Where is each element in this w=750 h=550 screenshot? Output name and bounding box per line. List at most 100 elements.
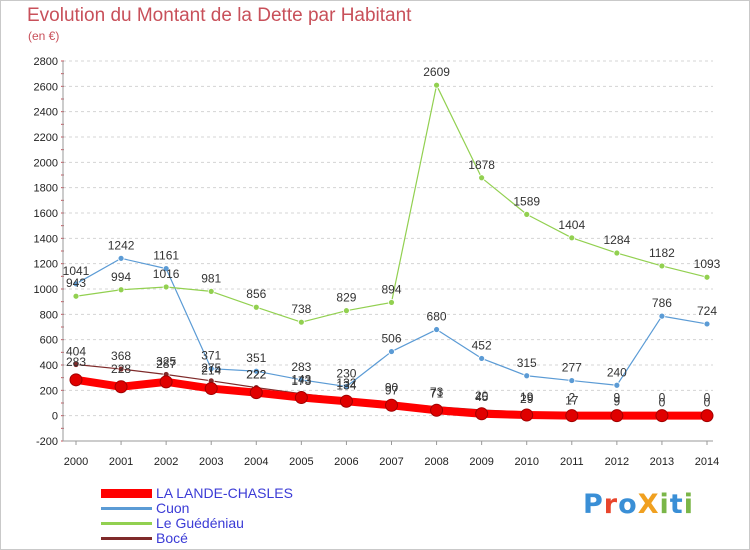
- data-label: 0: [704, 391, 711, 405]
- series-point-0: [339, 394, 353, 408]
- data-label: 90: [385, 380, 399, 394]
- series-point-2: [343, 307, 350, 315]
- data-label: 287: [156, 357, 176, 371]
- legend-swatch: [101, 537, 152, 540]
- legend-swatch: [101, 507, 152, 510]
- data-label: 738: [291, 302, 311, 316]
- legend-label: Le Guédéniau: [156, 515, 244, 531]
- series-point-2: [703, 273, 711, 281]
- y-tick-label: -200: [36, 436, 58, 448]
- series-point-2: [433, 81, 440, 89]
- x-tick-label: 2006: [334, 456, 358, 468]
- series-point-2: [252, 303, 260, 311]
- data-label: 351: [246, 351, 266, 365]
- y-tick-label: 1800: [34, 183, 58, 195]
- data-label: 97: [385, 383, 399, 397]
- series-point-2: [162, 283, 170, 291]
- data-label: 1161: [153, 249, 179, 263]
- series-point-1: [297, 376, 305, 384]
- data-label: 371: [201, 349, 221, 363]
- y-tick-label: 2200: [34, 132, 58, 144]
- y-tick-label: 2000: [34, 157, 58, 169]
- data-label: 1016: [153, 267, 180, 281]
- x-tick-label: 2008: [424, 456, 448, 468]
- series-point-0: [565, 409, 579, 423]
- logo-letter: P: [583, 489, 604, 520]
- data-label: 1284: [604, 233, 631, 247]
- logo-letter: i: [683, 489, 694, 520]
- series-point-1: [252, 367, 260, 375]
- data-label: 856: [246, 287, 266, 301]
- data-label: 2609: [423, 65, 450, 79]
- series-point-0: [204, 382, 218, 396]
- data-label: 325: [156, 355, 176, 369]
- data-label: 230: [336, 367, 356, 381]
- data-label: 29: [520, 392, 534, 406]
- data-label: 228: [111, 362, 131, 376]
- series-point-2: [297, 318, 305, 326]
- data-label: 452: [472, 338, 492, 352]
- data-label: 9: [614, 395, 621, 409]
- series-point-1: [433, 326, 440, 333]
- series-point-1: [613, 381, 621, 389]
- series-point-2: [388, 299, 395, 306]
- series-point-1: [523, 372, 531, 380]
- series-point-0: [294, 391, 308, 405]
- data-label: 724: [697, 304, 717, 318]
- chart-title: Evolution du Montant de la Dette par Hab…: [27, 5, 412, 26]
- series-point-0: [430, 403, 444, 417]
- legend-swatch: [101, 522, 152, 525]
- x-tick-label: 2014: [695, 456, 719, 468]
- proxiti-logo: ProXiti: [583, 489, 694, 520]
- y-tick-label: 1000: [34, 284, 58, 296]
- series-point-2: [523, 210, 531, 218]
- legend-swatch: [101, 489, 152, 498]
- series-point-1: [568, 377, 576, 384]
- data-label: 0: [704, 396, 711, 410]
- data-label: 2: [568, 391, 575, 405]
- data-label: 368: [111, 349, 131, 363]
- data-label: 506: [381, 332, 401, 346]
- data-label: 1041: [63, 264, 90, 278]
- data-label: 0: [659, 396, 666, 410]
- series-point-0: [700, 409, 714, 423]
- data-label: 1242: [108, 238, 135, 252]
- data-label: 17: [565, 394, 579, 408]
- series-point-0: [475, 407, 489, 421]
- series-point-0: [655, 409, 669, 423]
- y-axis-ticks: -200 0 200 400 600 800 1000 1200 1400 1600 1800 200…: [34, 56, 58, 448]
- data-label: 786: [652, 296, 672, 310]
- data-label: 1093: [694, 257, 721, 271]
- y-tick-label: 0: [52, 411, 58, 423]
- x-tick-label: 2003: [199, 456, 223, 468]
- series-point-2: [568, 234, 576, 242]
- chart-subtitle: (en €): [28, 29, 60, 43]
- x-tick-label: 2010: [514, 456, 538, 468]
- y-tick-label: 2800: [34, 56, 58, 68]
- x-tick-label: 2009: [469, 456, 493, 468]
- series-point-2: [117, 286, 125, 294]
- series-point-0: [610, 409, 624, 423]
- y-tick-label: 600: [40, 335, 58, 347]
- logo-letter: t: [669, 489, 684, 520]
- data-label: 0: [659, 391, 666, 405]
- x-tick-label: 2013: [650, 456, 674, 468]
- line-chart: -200020040060080010001200140016001800200…: [34, 56, 721, 468]
- data-label: 173: [291, 374, 311, 388]
- series-point-0: [249, 386, 263, 400]
- legend-label: Bocé: [156, 530, 188, 546]
- series-point-1: [343, 383, 350, 390]
- data-label: 1589: [513, 194, 540, 208]
- series-point-1: [117, 254, 125, 262]
- series-point-2: [478, 174, 486, 182]
- data-label: 283: [66, 355, 86, 369]
- data-label: 1404: [558, 218, 585, 232]
- series-point-1: [72, 280, 80, 288]
- data-label: 943: [66, 276, 86, 290]
- series-point-0: [520, 408, 534, 422]
- y-tick-label: 1600: [34, 208, 58, 220]
- logo-letter: o: [618, 489, 638, 520]
- data-label: 1182: [649, 246, 675, 260]
- data-label: 73: [430, 385, 444, 399]
- series-point-2: [72, 292, 80, 300]
